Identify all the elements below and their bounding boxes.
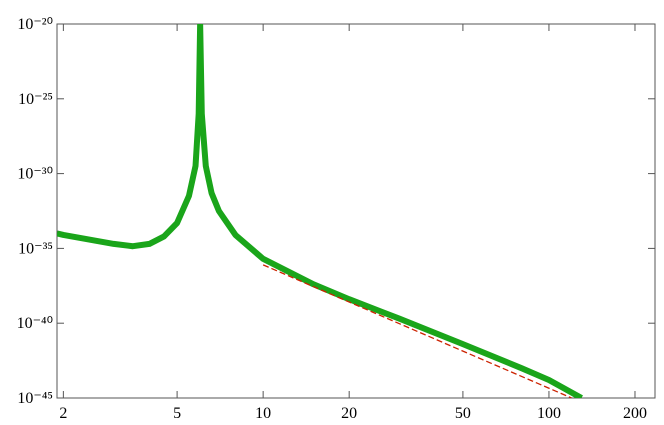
y-tick-label: 10⁻⁴⁰	[17, 315, 53, 332]
y-tick-label: 10⁻³⁰	[17, 166, 53, 183]
plot-area	[57, 24, 583, 398]
x-tick-label: 2	[59, 405, 67, 422]
y-tick-label: 10⁻²⁵	[18, 91, 53, 108]
x-tick-label: 10	[255, 405, 271, 422]
y-tick-label: 10⁻²⁰	[17, 16, 53, 33]
asymptote-line	[262, 264, 572, 398]
curve	[57, 24, 583, 398]
x-tick-label: 200	[623, 405, 647, 422]
x-tick-label: 50	[455, 405, 471, 422]
x-tick-label: 20	[341, 405, 357, 422]
plot-frame	[56, 23, 656, 399]
x-tick-label: 100	[537, 405, 561, 422]
x-tick-label: 5	[173, 405, 181, 422]
y-tick-label: 10⁻³⁵	[18, 240, 53, 257]
y-tick-label: 10⁻⁴⁵	[17, 390, 53, 407]
